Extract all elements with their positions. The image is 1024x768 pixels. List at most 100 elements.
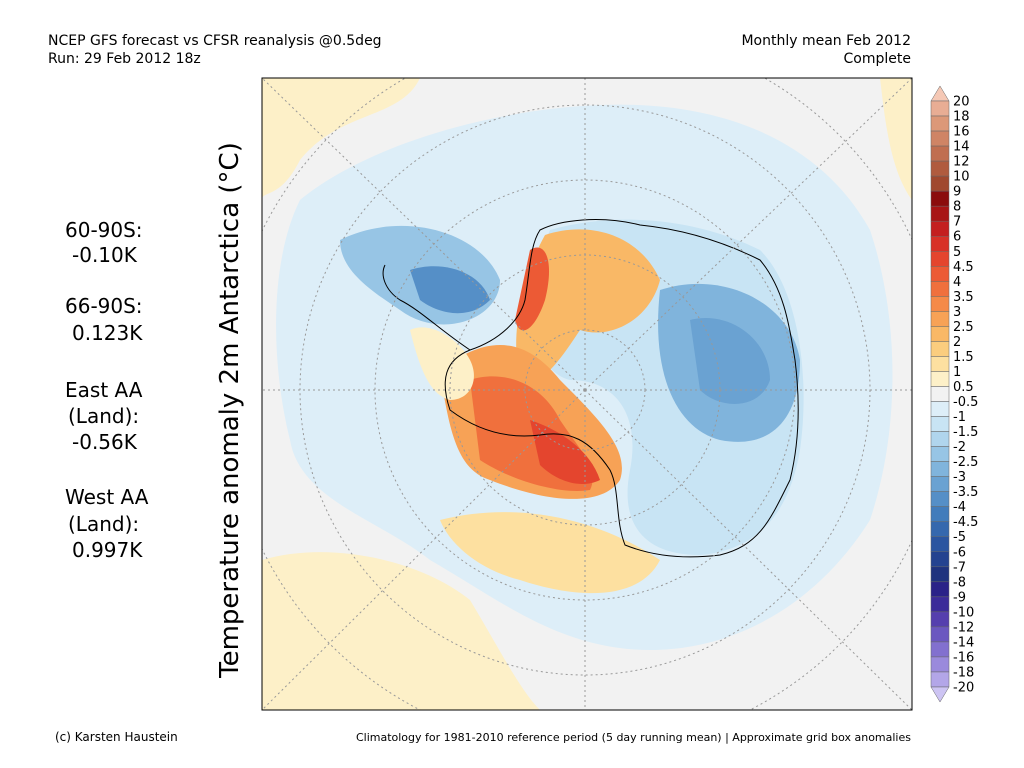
colorbar-box <box>930 160 950 177</box>
colorbar-box <box>930 536 950 553</box>
colorbar-label: 12 <box>953 155 970 170</box>
colorbar-cap <box>930 686 950 703</box>
header-line: NCEP GFS forecast vs CFSR reanalysis @0.… <box>48 33 382 49</box>
stat-line: 0.997K <box>72 538 143 562</box>
colorbar-label: 3.5 <box>953 290 974 305</box>
colorbar-label: -9 <box>953 590 966 605</box>
colorbar-box <box>930 491 950 507</box>
colorbar-box <box>930 641 950 658</box>
colorbar-label: 1.5 <box>953 350 974 365</box>
colorbar-label: -6 <box>953 545 966 560</box>
colorbar-box <box>930 371 950 387</box>
colorbar-label: 10 <box>953 170 970 185</box>
colorbar-label: 2 <box>953 335 961 350</box>
stat-line: (Land): <box>68 404 139 428</box>
colorbar-box <box>930 416 950 432</box>
colorbar-label: -2.5 <box>953 455 978 470</box>
colorbar-label: -3.5 <box>953 485 978 500</box>
colorbar-box <box>930 446 950 462</box>
colorbar-label: -4.5 <box>953 515 978 530</box>
colorbar-box <box>930 431 950 447</box>
colorbar-label: -12 <box>953 620 974 635</box>
colorbar-box <box>930 266 950 282</box>
colorbar-box <box>930 611 950 628</box>
colorbar-label: 6 <box>953 230 961 245</box>
colorbar-label: 8 <box>953 200 961 215</box>
stat-line: -0.56K <box>72 430 138 454</box>
stat-line: 66-90S: <box>65 294 143 318</box>
colorbar-label: -5 <box>953 530 966 545</box>
colorbar-label: 9 <box>953 185 961 200</box>
colorbar-box <box>930 566 950 583</box>
header-line: Run: 29 Feb 2012 18z <box>48 51 201 67</box>
colorbar-label: -3 <box>953 470 966 485</box>
colorbar-label: -20 <box>953 681 974 696</box>
colorbar-box <box>930 115 950 132</box>
colorbar-box <box>930 356 950 372</box>
colorbar-box <box>930 596 950 613</box>
colorbar-box <box>930 220 950 237</box>
colorbar-box <box>930 476 950 492</box>
colorbar-box <box>930 386 950 402</box>
colorbar-box <box>930 205 950 222</box>
colorbar-label: 4 <box>953 275 961 290</box>
colorbar-label: 0.5 <box>953 380 974 395</box>
header-line: Complete <box>844 51 911 67</box>
colorbar-label: 2.5 <box>953 320 974 335</box>
colorbar-label: -8 <box>953 575 966 590</box>
colorbar-box <box>930 521 950 537</box>
colorbar-label: -2 <box>953 440 966 455</box>
map <box>262 78 912 710</box>
stat-line: (Land): <box>68 512 139 536</box>
colorbar-box <box>930 235 950 252</box>
map-frame <box>261 77 913 711</box>
colorbar-box <box>930 626 950 643</box>
colorbar-box <box>930 401 950 417</box>
axis-label: Temperature anomaly 2m Antarctica (°C) <box>215 142 245 679</box>
colorbar-box <box>930 190 950 207</box>
colorbar-label: -18 <box>953 665 974 680</box>
footer-left: (c) Karsten Haustein <box>55 730 178 744</box>
colorbar-label: -16 <box>953 650 974 665</box>
colorbar-box <box>930 326 950 342</box>
stat-line: West AA <box>65 485 149 509</box>
colorbar-label: -10 <box>953 605 974 620</box>
colorbar-box <box>930 656 950 673</box>
colorbar-label: -14 <box>953 635 974 650</box>
colorbar-box <box>930 175 950 192</box>
colorbar-box <box>930 130 950 147</box>
colorbar-box <box>930 461 950 477</box>
colorbar-label: 20 <box>953 95 970 110</box>
stat-line: 0.123K <box>72 321 143 345</box>
colorbar-box <box>930 581 950 598</box>
colorbar-label: -1 <box>953 410 966 425</box>
colorbar-label: 5 <box>953 245 961 260</box>
colorbar-box <box>930 341 950 357</box>
colorbar-label: 4.5 <box>953 260 974 275</box>
footer-right: Climatology for 1981-2010 reference peri… <box>356 731 911 744</box>
colorbar-label: 14 <box>953 140 970 155</box>
stat-line: 60-90S: <box>65 218 143 242</box>
colorbar: 201816141210987654.543.532.521.510.5-0.5… <box>930 85 978 703</box>
stat-line: -0.10K <box>72 243 138 267</box>
colorbar-label: -4 <box>953 500 966 515</box>
colorbar-box <box>930 551 950 568</box>
colorbar-box <box>930 311 950 327</box>
stat-line: East AA <box>65 378 143 402</box>
colorbar-label: 16 <box>953 125 970 140</box>
colorbar-label: 3 <box>953 305 961 320</box>
colorbar-box <box>930 281 950 297</box>
colorbar-label: -7 <box>953 560 966 575</box>
colorbar-box <box>930 506 950 522</box>
colorbar-label: -1.5 <box>953 425 978 440</box>
colorbar-label: 7 <box>953 215 961 230</box>
colorbar-box <box>930 100 950 117</box>
header-line: Monthly mean Feb 2012 <box>741 33 911 49</box>
colorbar-box <box>930 296 950 312</box>
colorbar-box <box>930 145 950 162</box>
colorbar-label: 18 <box>953 110 970 125</box>
colorbar-box <box>930 671 950 688</box>
colorbar-label: 1 <box>953 365 961 380</box>
